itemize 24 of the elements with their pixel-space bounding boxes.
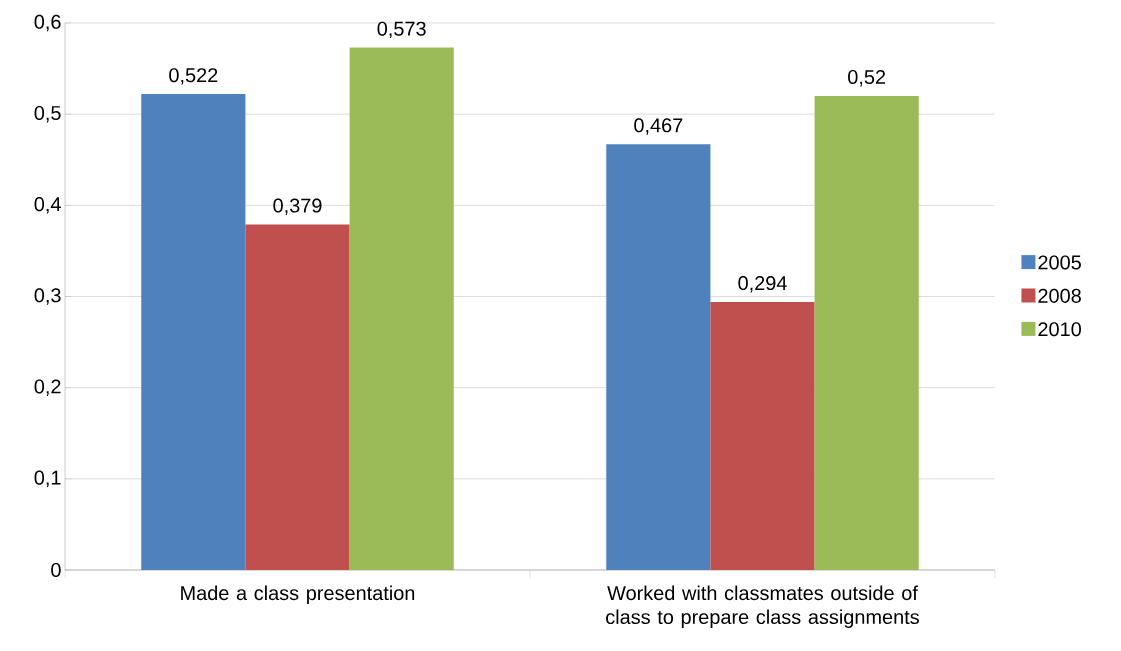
data-label: 0,294 (738, 275, 787, 293)
bar (606, 144, 711, 570)
bar (710, 301, 815, 570)
x-tick-label: Worked with classmates outside of class to prepare class assignments (606, 585, 919, 629)
legend-label: 2010 (1038, 322, 1081, 337)
y-tick-label: 0,2 (34, 379, 61, 396)
data-label: 0,379 (273, 198, 322, 215)
bar (141, 94, 246, 570)
y-tick-label: 0,6 (34, 14, 61, 32)
legend-label: 2008 (1038, 288, 1081, 303)
y-tick-label: 0,4 (34, 197, 61, 214)
data-label: 0,522 (169, 68, 218, 85)
bar (245, 224, 350, 570)
y-tick-label: 0,1 (34, 470, 61, 488)
data-label: 0,573 (377, 21, 426, 39)
bar (349, 47, 454, 570)
y-tick-label: 0 (51, 562, 61, 578)
data-label: 0,52 (848, 69, 886, 87)
legend-label: 2005 (1038, 255, 1081, 270)
data-label: 0,467 (634, 118, 683, 135)
y-tick-label: 0,3 (34, 288, 61, 305)
y-tick-label: 0,5 (34, 105, 61, 123)
bar (814, 95, 919, 570)
x-tick-label: Made a class presentation (181, 585, 415, 605)
